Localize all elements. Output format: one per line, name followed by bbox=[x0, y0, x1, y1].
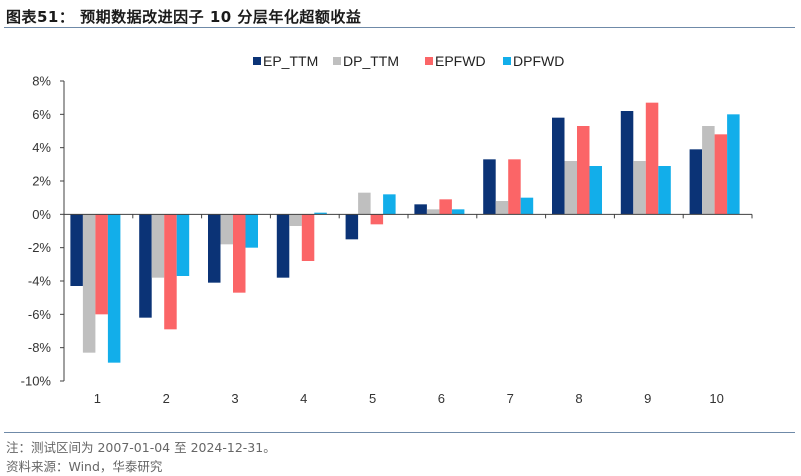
legend: EP_TTM DP_TTM EPFWD DPFWD bbox=[253, 53, 564, 69]
bar-dp-ttm-5 bbox=[358, 192, 371, 215]
bar-dpfwd-3 bbox=[245, 214, 258, 248]
y-tick-label: -10% bbox=[21, 374, 52, 389]
x-tick-label: 8 bbox=[575, 391, 582, 406]
bar-epfwd-5 bbox=[370, 214, 384, 225]
x-axis: 1 2 3 4 5 6 7 8 9 10 bbox=[64, 213, 753, 406]
bar-ep-ttm-7 bbox=[483, 159, 496, 215]
bar-dpfwd-8 bbox=[589, 166, 602, 215]
bar-epfwd-6 bbox=[439, 199, 452, 215]
source-note: 资料来源：Wind，华泰研究 bbox=[6, 459, 163, 474]
x-tick-label: 1 bbox=[94, 391, 101, 406]
x-tick-label: 9 bbox=[644, 391, 651, 406]
bar-epfwd-3 bbox=[233, 214, 246, 293]
bar-dpfwd-4 bbox=[314, 212, 327, 215]
bar-epfwd-8 bbox=[577, 126, 590, 215]
legend-swatch-epfwd bbox=[425, 57, 433, 65]
bar-dpfwd-5 bbox=[383, 194, 396, 215]
bar-dp-ttm-8 bbox=[564, 161, 577, 215]
y-tick-label: 0% bbox=[32, 207, 51, 222]
y-tick-label: 6% bbox=[32, 107, 51, 122]
bar-epfwd-10 bbox=[714, 134, 728, 215]
legend-label: DPFWD bbox=[513, 53, 564, 69]
bar-dp-ttm-9 bbox=[633, 161, 646, 215]
bar-dpfwd-10 bbox=[727, 114, 740, 215]
y-tick-label: 8% bbox=[32, 74, 51, 89]
y-tick-label: -6% bbox=[28, 307, 52, 322]
bar-dp-ttm-6 bbox=[426, 209, 440, 215]
y-tick-label: -8% bbox=[28, 340, 52, 355]
bar-dp-ttm-1 bbox=[82, 214, 96, 353]
x-tick-label: 6 bbox=[438, 391, 445, 406]
footer-divider bbox=[4, 432, 795, 433]
bar-dpfwd-2 bbox=[176, 214, 190, 276]
bar-ep-ttm-1 bbox=[70, 214, 83, 286]
x-tick-label: 7 bbox=[507, 391, 514, 406]
bar-dpfwd-9 bbox=[658, 166, 671, 215]
bar-ep-ttm-8 bbox=[552, 117, 565, 215]
bar-epfwd-4 bbox=[301, 214, 315, 261]
bar-ep-ttm-3 bbox=[208, 214, 221, 283]
bar-dp-ttm-4 bbox=[289, 214, 302, 226]
y-tick-label: 2% bbox=[32, 174, 51, 189]
bar-ep-ttm-5 bbox=[345, 214, 359, 240]
bar-dpfwd-6 bbox=[451, 209, 465, 215]
bar-epfwd-9 bbox=[645, 102, 659, 215]
bar-dp-ttm-10 bbox=[702, 126, 715, 215]
bar-epfwd-1 bbox=[95, 214, 108, 315]
legend-label: DP_TTM bbox=[343, 53, 399, 69]
bar-ep-ttm-6 bbox=[414, 204, 427, 215]
legend-label: EP_TTM bbox=[263, 53, 318, 69]
bar-dpfwd-1 bbox=[107, 214, 121, 363]
bar-ep-ttm-4 bbox=[276, 214, 290, 278]
x-tick-label: 10 bbox=[709, 391, 723, 406]
bar-dp-ttm-2 bbox=[151, 214, 165, 278]
footnote: 注：测试区间为 2007-01-04 至 2024-12-31。 bbox=[6, 440, 276, 455]
legend-swatch-ep-ttm bbox=[253, 57, 261, 65]
y-tick-label: -4% bbox=[28, 274, 52, 289]
bar-epfwd-7 bbox=[508, 159, 521, 215]
legend-swatch-dpfwd bbox=[503, 57, 511, 65]
bar-dp-ttm-3 bbox=[220, 214, 233, 245]
bar-ep-ttm-2 bbox=[139, 214, 152, 318]
bar-dpfwd-7 bbox=[520, 197, 534, 215]
x-tick-label: 3 bbox=[231, 391, 238, 406]
bar-ep-ttm-10 bbox=[689, 149, 703, 215]
title-divider bbox=[4, 27, 795, 28]
y-tick-label: -2% bbox=[28, 240, 52, 255]
x-tick-label: 2 bbox=[163, 391, 170, 406]
legend-label: EPFWD bbox=[435, 53, 486, 69]
chart-title: 图表51： 预期数据改进因子 10 分层年化超额收益 bbox=[6, 8, 362, 26]
bar-dp-ttm-7 bbox=[495, 201, 509, 215]
bar-ep-ttm-9 bbox=[620, 111, 634, 215]
x-tick-label: 4 bbox=[300, 391, 307, 406]
y-tick-label: 4% bbox=[32, 140, 51, 155]
x-tick-label: 5 bbox=[369, 391, 376, 406]
y-axis: 8% 6% 4% 2% 0% -2% -4% -6% -8% -10% bbox=[21, 74, 65, 389]
legend-swatch-dp-ttm bbox=[333, 57, 341, 65]
bar-epfwd-2 bbox=[164, 214, 177, 330]
bars bbox=[70, 102, 740, 363]
